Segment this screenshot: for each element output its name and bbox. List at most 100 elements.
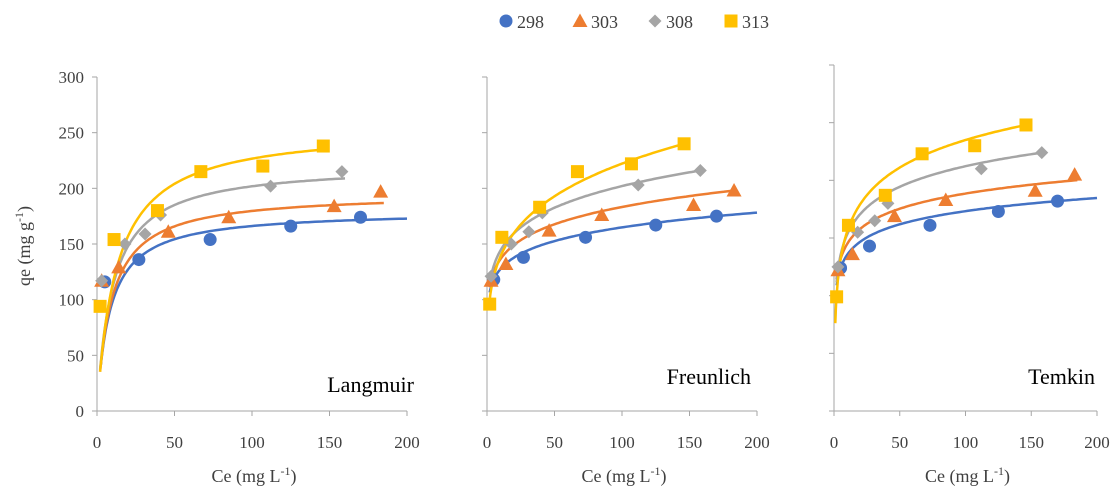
data-point-313 <box>483 297 497 311</box>
data-point-313 <box>1019 118 1033 132</box>
data-point-308 <box>522 225 536 239</box>
data-point-313 <box>915 147 929 161</box>
data-point-313 <box>624 157 638 171</box>
data-point-303 <box>498 256 514 271</box>
data-point-298 <box>863 239 877 253</box>
legend-label: 298 <box>517 12 544 32</box>
data-point-303 <box>726 183 742 197</box>
panel-title: Freunlich <box>667 364 751 389</box>
data-point-303 <box>686 197 702 212</box>
data-point-313 <box>495 230 509 244</box>
data-point-308 <box>974 162 988 176</box>
data-point-303 <box>1067 167 1083 181</box>
data-point-308 <box>868 214 882 228</box>
y-axis-title: qe (mg g-1) <box>12 206 35 286</box>
data-point-313 <box>677 137 691 151</box>
x-axis-title-main: Ce (mg L <box>582 466 651 487</box>
data-point-308 <box>335 165 349 179</box>
data-point-298 <box>203 233 217 247</box>
fit-curve-298 <box>835 196 1098 286</box>
fit-curve-298 <box>488 211 758 293</box>
data-point-298 <box>354 210 367 224</box>
data-point-303 <box>111 259 127 274</box>
x-tick-label: 150 <box>1019 433 1045 452</box>
y-tick-label: 50 <box>67 346 84 365</box>
y-tick-label: 100 <box>59 291 85 310</box>
x-tick-label: 100 <box>239 433 265 452</box>
data-point-303 <box>938 192 954 206</box>
data-point-313 <box>968 139 982 153</box>
data-point-308 <box>693 164 707 178</box>
data-point-298 <box>132 253 146 267</box>
legend-label: 303 <box>591 12 618 32</box>
chart-panel-temkin: 0 50 100 150 200 Ce (mg L-1) Temkin <box>829 64 1110 487</box>
legend-item-313: 313 <box>724 12 769 32</box>
data-point-298 <box>710 209 723 223</box>
x-tick-label: 150 <box>677 433 703 452</box>
x-axis-title-sup: -1 <box>651 464 661 478</box>
chart-legend: 298 303 308 313 <box>499 12 769 32</box>
x-tick-label: 0 <box>483 433 492 452</box>
y-tick-label: 200 <box>59 179 85 198</box>
x-axis-title-end: ) <box>1004 466 1010 487</box>
x-tick-label: 50 <box>546 433 563 452</box>
x-axis-title-sup: -1 <box>994 464 1004 478</box>
fit-curve-298 <box>99 217 408 365</box>
data-point-303 <box>886 208 902 223</box>
data-point-303 <box>594 207 610 222</box>
data-point-308 <box>138 227 152 241</box>
data-point-313 <box>570 165 584 179</box>
data-point-303 <box>160 224 176 238</box>
data-point-313 <box>107 233 121 247</box>
x-tick-label: 200 <box>744 433 770 452</box>
data-point-313 <box>533 200 547 214</box>
data-point-298 <box>649 218 663 232</box>
fit-curve-308 <box>835 151 1045 283</box>
y-axis-title-end: ) <box>14 206 35 212</box>
data-point-313 <box>841 218 855 232</box>
data-point-298 <box>579 230 593 244</box>
y-tick-label: 0 <box>76 402 85 421</box>
data-point-308 <box>1035 146 1049 160</box>
legend-item-298: 298 <box>499 12 544 32</box>
data-point-298 <box>284 219 298 233</box>
legend-item-303: 303 <box>572 12 618 32</box>
data-point-313 <box>878 188 892 202</box>
panel-title: Langmuir <box>327 372 414 397</box>
y-tick-label: 250 <box>59 124 85 143</box>
x-tick-label: 200 <box>1084 433 1110 452</box>
fit-curve-303 <box>98 201 384 372</box>
x-tick-label: 0 <box>830 433 839 452</box>
legend-label: 308 <box>666 12 693 32</box>
data-point-308 <box>831 260 845 274</box>
data-point-313 <box>256 159 270 173</box>
legend-marker-303 <box>572 13 588 27</box>
legend-marker-308 <box>648 14 662 28</box>
data-point-303 <box>221 209 237 224</box>
fit-curve-303 <box>835 178 1078 280</box>
data-point-303 <box>844 246 860 261</box>
data-point-313 <box>316 139 330 153</box>
x-tick-label: 100 <box>953 433 979 452</box>
data-point-308 <box>95 274 109 288</box>
data-point-303 <box>541 223 557 237</box>
x-axis-title-end: ) <box>661 466 667 487</box>
data-point-313 <box>194 165 208 179</box>
chart-panel-freunlich: 0 50 100 150 200 Ce (mg L-1) Freunlich <box>482 76 770 487</box>
x-tick-label: 200 <box>394 433 420 452</box>
data-point-298 <box>991 204 1005 218</box>
legend-marker-298 <box>499 14 513 28</box>
x-tick-label: 150 <box>317 433 343 452</box>
x-tick-label: 50 <box>891 433 908 452</box>
legend-label: 313 <box>742 12 769 32</box>
panel-title: Temkin <box>1028 364 1095 389</box>
x-axis-title: Ce (mg L-1) <box>582 464 667 487</box>
x-tick-label: 100 <box>609 433 635 452</box>
data-point-308 <box>631 178 645 192</box>
data-point-313 <box>150 204 164 218</box>
y-tick-label: 300 <box>59 68 85 87</box>
data-point-308 <box>484 269 498 283</box>
fit-curve-303 <box>488 189 737 288</box>
